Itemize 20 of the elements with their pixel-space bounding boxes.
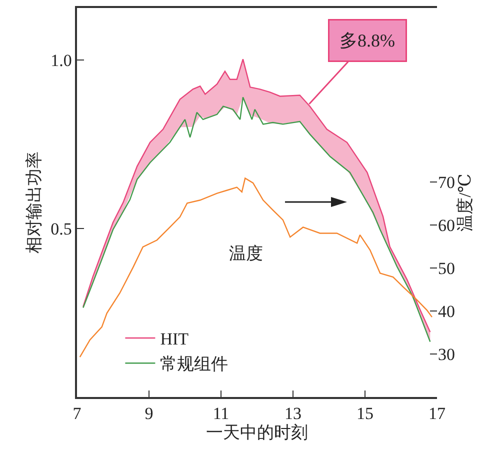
y2-tick-label: 30 — [438, 344, 455, 364]
y2-tick-label: 70 — [438, 173, 455, 192]
annotation: 温度 — [229, 244, 263, 263]
y-tick-label: 1.0 — [50, 51, 72, 70]
x-tick-label: 11 — [212, 404, 230, 424]
y2-tick-label: 50 — [438, 259, 455, 278]
y-axis-title: 相对输出功率 — [24, 152, 44, 254]
x-tick-label: 15 — [356, 404, 374, 424]
x-tick-label: 9 — [144, 404, 154, 424]
x-tick-label: 7 — [72, 404, 82, 424]
y2-tick-label: 60 — [438, 216, 455, 236]
x-tick-label: 13 — [284, 404, 302, 424]
legend-label: 常规组件 — [160, 354, 228, 374]
y-tick-label: 0.5 — [50, 220, 72, 239]
y2-axis-title: 温度/℃ — [455, 174, 474, 232]
y2-tick-label: 40 — [438, 302, 455, 321]
x-axis-title: 一天中的时刻 — [206, 423, 308, 442]
x-tick-label: 17 — [428, 404, 446, 424]
legend-label: HIT — [160, 330, 190, 349]
annotation: 多8.8% — [340, 30, 395, 50]
